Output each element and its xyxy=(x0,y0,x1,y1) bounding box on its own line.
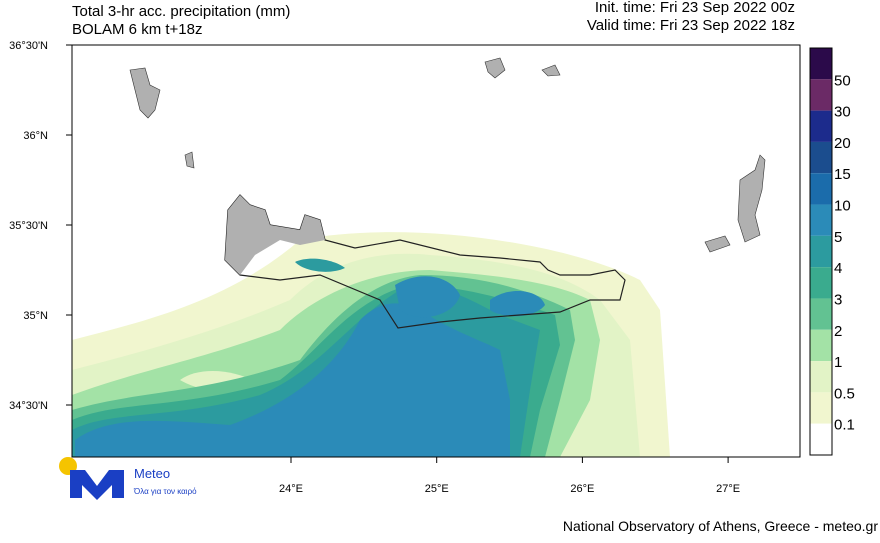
precip-field xyxy=(490,290,545,317)
lon-label: 25°E xyxy=(425,483,449,495)
land xyxy=(225,195,325,275)
colorbar-swatch xyxy=(810,204,832,236)
colorbar-label: 5 xyxy=(834,229,842,246)
logo-mark xyxy=(70,470,124,500)
lon-label: 26°E xyxy=(570,483,594,495)
logo: Meteo Όλα για τον καιρό xyxy=(59,457,197,500)
colorbar-swatch xyxy=(810,329,832,362)
logo-tagline: Όλα για τον καιρό xyxy=(133,487,197,496)
colorbar-label: 50 xyxy=(834,72,851,89)
lon-label: 27°E xyxy=(716,483,740,495)
lat-label: 35°N xyxy=(23,310,48,322)
lon-axis: 24°E 25°E 26°E 27°E xyxy=(279,457,740,495)
footer: National Observatory of Athens, Greece -… xyxy=(563,518,878,534)
land xyxy=(541,64,561,77)
map-frame xyxy=(71,44,801,458)
precip-field xyxy=(295,258,345,272)
lon-label: 24°E xyxy=(279,483,303,495)
colorbar-label: 2 xyxy=(834,323,842,340)
colorbar-swatch xyxy=(810,141,832,174)
logo-name: Meteo xyxy=(134,466,170,481)
colorbar-label: 0.5 xyxy=(834,385,855,402)
lat-axis: 36°30'N 36°N 35°30'N 35°N 34°30'N xyxy=(9,40,72,412)
colorbar-label: 1 xyxy=(834,354,842,371)
colorbar-swatch xyxy=(810,110,832,142)
precip-field xyxy=(395,276,460,318)
lat-label: 35°30'N xyxy=(9,220,48,232)
land xyxy=(129,67,161,119)
lat-label: 34°30'N xyxy=(9,400,48,412)
land xyxy=(184,151,195,169)
colorbar-swatch xyxy=(810,298,832,330)
map-area: 36°30'N 36°N 35°30'N 35°N 34°30'N 24°E 25°E 26… xyxy=(9,40,801,495)
precip-field xyxy=(75,303,510,457)
colorbar-swatch xyxy=(810,173,832,205)
colorbar-frame xyxy=(809,47,833,456)
colorbar-label: 30 xyxy=(834,104,851,121)
colorbar-swatch xyxy=(810,392,832,424)
colorbar-swatch xyxy=(810,79,832,111)
subtitle: BOLAM 6 km t+18z xyxy=(72,21,202,38)
colorbar-swatch xyxy=(810,48,832,80)
init-time: Init. time: Fri 23 Sep 2022 00z xyxy=(595,0,795,16)
colorbar-swatch xyxy=(810,423,832,455)
colorbar: 50 30 20 15 10 5 4 3 2 1 0.5 0.1 xyxy=(809,47,855,456)
colorbar-label: 3 xyxy=(834,291,842,308)
lat-label: 36°30'N xyxy=(9,40,48,52)
colorbar-label: 15 xyxy=(834,166,851,183)
title: Total 3-hr acc. precipitation (mm) xyxy=(72,3,290,20)
colorbar-swatch xyxy=(810,361,832,393)
colorbar-swatch xyxy=(810,235,832,268)
valid-time: Valid time: Fri 23 Sep 2022 18z xyxy=(587,17,795,34)
colorbar-label: 4 xyxy=(834,260,842,277)
colorbar-swatch xyxy=(810,267,832,299)
lat-label: 36°N xyxy=(23,130,48,142)
land xyxy=(484,57,506,79)
colorbar-label: 10 xyxy=(834,198,851,215)
land xyxy=(704,235,731,253)
land xyxy=(737,154,766,243)
colorbar-label: 0.1 xyxy=(834,417,855,434)
colorbar-label: 20 xyxy=(834,135,851,152)
